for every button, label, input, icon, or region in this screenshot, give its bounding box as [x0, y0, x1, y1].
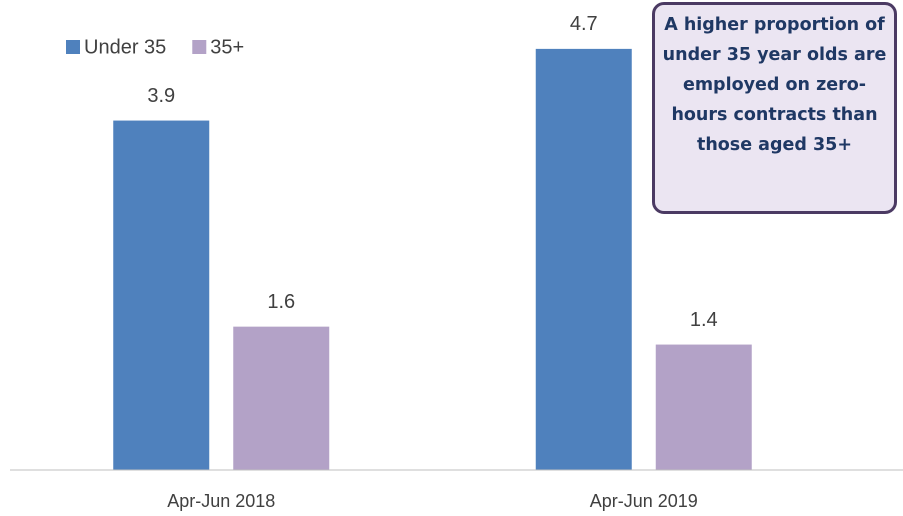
value-label: 1.6 [267, 291, 295, 313]
value-label: 3.9 [147, 85, 175, 107]
value-label: 1.4 [690, 309, 718, 331]
legend-swatch [192, 40, 207, 54]
legend-swatch [66, 40, 80, 54]
value-label: 4.7 [570, 13, 598, 35]
legend-label: 35+ [210, 36, 244, 58]
bar [535, 48, 632, 470]
bar [113, 120, 210, 470]
legend-label: Under 35 [84, 36, 166, 58]
annotation: A higher proportion of under 35 year old… [652, 2, 897, 214]
x-tick-label: Apr-Jun 2018 [167, 491, 275, 511]
bar [655, 344, 752, 470]
bar [233, 326, 330, 470]
x-tick-label: Apr-Jun 2019 [590, 491, 698, 511]
